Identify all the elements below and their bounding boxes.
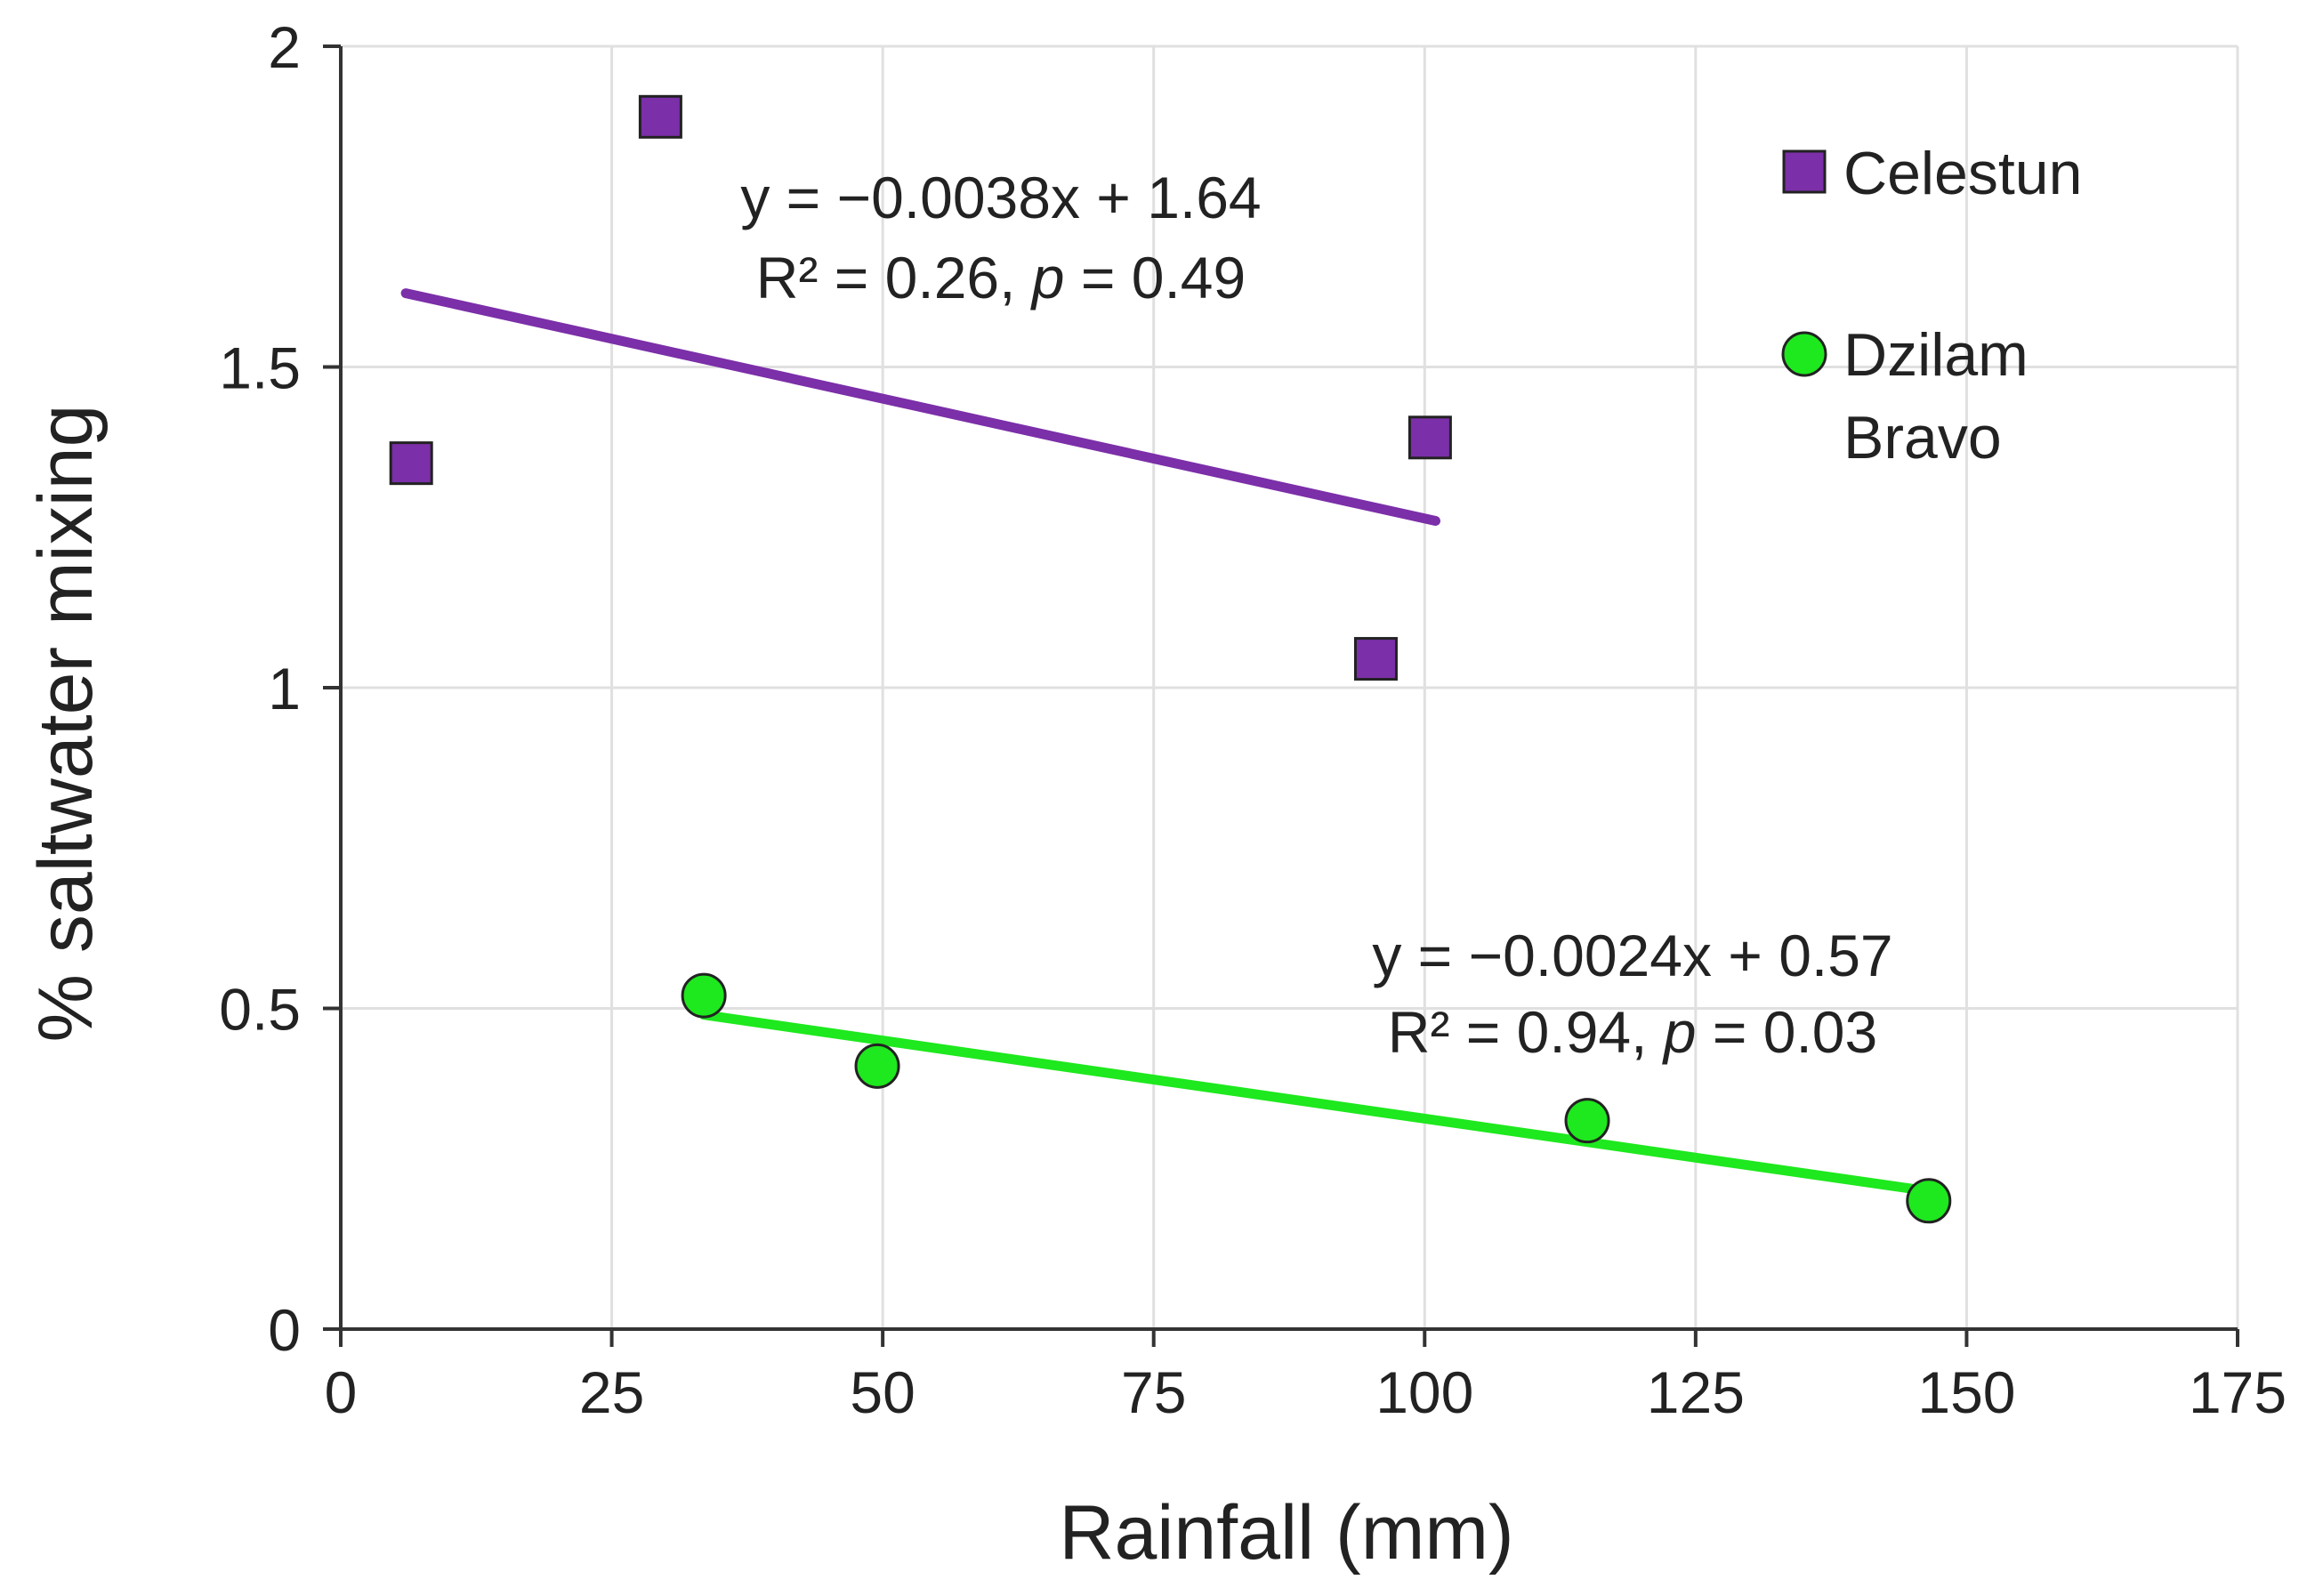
legend-label-celestun: Celestun (1843, 140, 2082, 207)
y-tick-label: 0 (268, 1297, 301, 1363)
trendlines (400, 288, 1934, 1197)
x-tick-label: 175 (2189, 1359, 2287, 1425)
x-tick-label: 125 (1647, 1359, 1745, 1425)
celestun-point (1353, 637, 1398, 681)
celestun-equation-line1: y = −0.0038x + 1.64 (740, 165, 1261, 230)
y-tick-label: 2 (268, 14, 301, 80)
celestun-point (1408, 415, 1452, 460)
dzilam-equation-line1: y = −0.0024x + 0.57 (1372, 923, 1892, 988)
legend: Celestun Dzilam Bravo (1781, 140, 2082, 472)
gridlines (341, 44, 2239, 1329)
celestun-p-value: = 0.49 (1065, 245, 1246, 310)
tick-labels: 0 25 50 75 100 125 150 175 0 0.5 1 1.5 2 (219, 14, 2287, 1425)
dzilam-p-symbol: p (1662, 999, 1697, 1065)
x-tick-label: 50 (850, 1359, 915, 1425)
x-tick-label: 150 (1917, 1359, 2015, 1425)
dzilam-bravo-point (1564, 1098, 1610, 1144)
dzilam-bravo-trendline (698, 1010, 1934, 1197)
legend-label-dzilam-bravo-line2: Bravo (1843, 404, 2002, 472)
y-tick-label: 1.5 (219, 335, 301, 401)
legend-label-dzilam-bravo-line1: Dzilam (1843, 321, 2029, 389)
celestun-point (638, 94, 682, 139)
legend-marker-celestun (1782, 149, 1827, 194)
axes (323, 44, 2239, 1347)
dzilam-bravo-point (854, 1043, 900, 1089)
legend-marker-dzilam-bravo (1781, 331, 1827, 377)
y-tick-label: 1 (268, 656, 301, 721)
celestun-r2-text: R² = 0.26, (756, 245, 1032, 310)
y-axis-title: % saltwater mixing (23, 405, 109, 1043)
dzilam-equation-line2: R² = 0.94, p = 0.03 (1388, 999, 1877, 1065)
celestun-point (389, 441, 433, 486)
x-tick-label: 100 (1375, 1359, 1473, 1425)
dzilam-p-value: = 0.03 (1697, 999, 1878, 1065)
dzilam-bravo-point (681, 972, 727, 1019)
x-tick-label: 75 (1121, 1359, 1186, 1425)
celestun-p-symbol: p (1030, 245, 1065, 310)
celestun-trendline (400, 288, 1440, 527)
x-axis-title: Rainfall (mm) (1059, 1490, 1513, 1576)
y-tick-label: 0.5 (219, 977, 301, 1043)
x-tick-label: 25 (579, 1359, 644, 1425)
celestun-equation-line2: R² = 0.26, p = 0.49 (756, 245, 1246, 310)
data-points (389, 94, 1952, 1224)
dzilam-bravo-point (1906, 1178, 1952, 1224)
x-tick-label: 0 (325, 1359, 358, 1425)
dzilam-r2-text: R² = 0.94, (1388, 999, 1664, 1065)
